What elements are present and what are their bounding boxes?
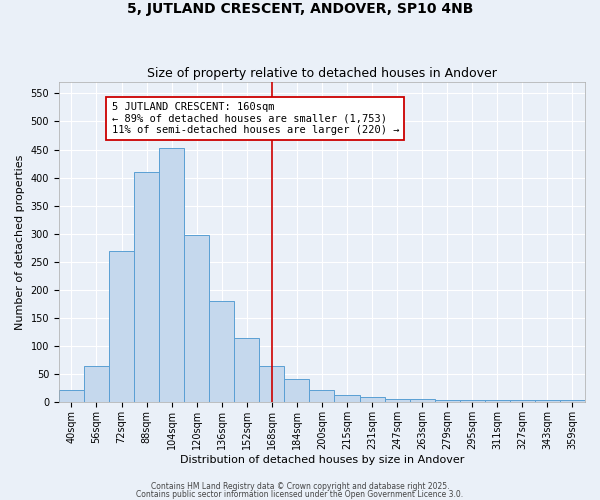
Bar bbox=[284, 379, 310, 402]
Bar bbox=[109, 250, 134, 402]
Bar bbox=[84, 366, 109, 403]
Bar bbox=[209, 302, 234, 402]
Bar bbox=[259, 366, 284, 403]
Bar bbox=[535, 400, 560, 402]
Y-axis label: Number of detached properties: Number of detached properties bbox=[15, 154, 25, 330]
Text: Contains public sector information licensed under the Open Government Licence 3.: Contains public sector information licen… bbox=[136, 490, 464, 499]
Bar bbox=[485, 400, 510, 402]
Bar bbox=[410, 399, 434, 402]
Title: Size of property relative to detached houses in Andover: Size of property relative to detached ho… bbox=[147, 66, 497, 80]
Bar bbox=[134, 172, 159, 402]
Bar bbox=[460, 400, 485, 402]
Text: 5 JUTLAND CRESCENT: 160sqm
← 89% of detached houses are smaller (1,753)
11% of s: 5 JUTLAND CRESCENT: 160sqm ← 89% of deta… bbox=[112, 102, 399, 135]
Bar bbox=[434, 400, 460, 402]
Text: 5, JUTLAND CRESCENT, ANDOVER, SP10 4NB: 5, JUTLAND CRESCENT, ANDOVER, SP10 4NB bbox=[127, 2, 473, 16]
Bar bbox=[184, 235, 209, 402]
X-axis label: Distribution of detached houses by size in Andover: Distribution of detached houses by size … bbox=[180, 455, 464, 465]
Bar bbox=[59, 390, 84, 402]
Bar bbox=[310, 390, 334, 402]
Bar bbox=[385, 399, 410, 402]
Bar bbox=[359, 397, 385, 402]
Bar bbox=[159, 148, 184, 403]
Text: Contains HM Land Registry data © Crown copyright and database right 2025.: Contains HM Land Registry data © Crown c… bbox=[151, 482, 449, 491]
Bar bbox=[510, 400, 535, 402]
Bar bbox=[560, 400, 585, 402]
Bar bbox=[234, 338, 259, 402]
Bar bbox=[334, 394, 359, 402]
